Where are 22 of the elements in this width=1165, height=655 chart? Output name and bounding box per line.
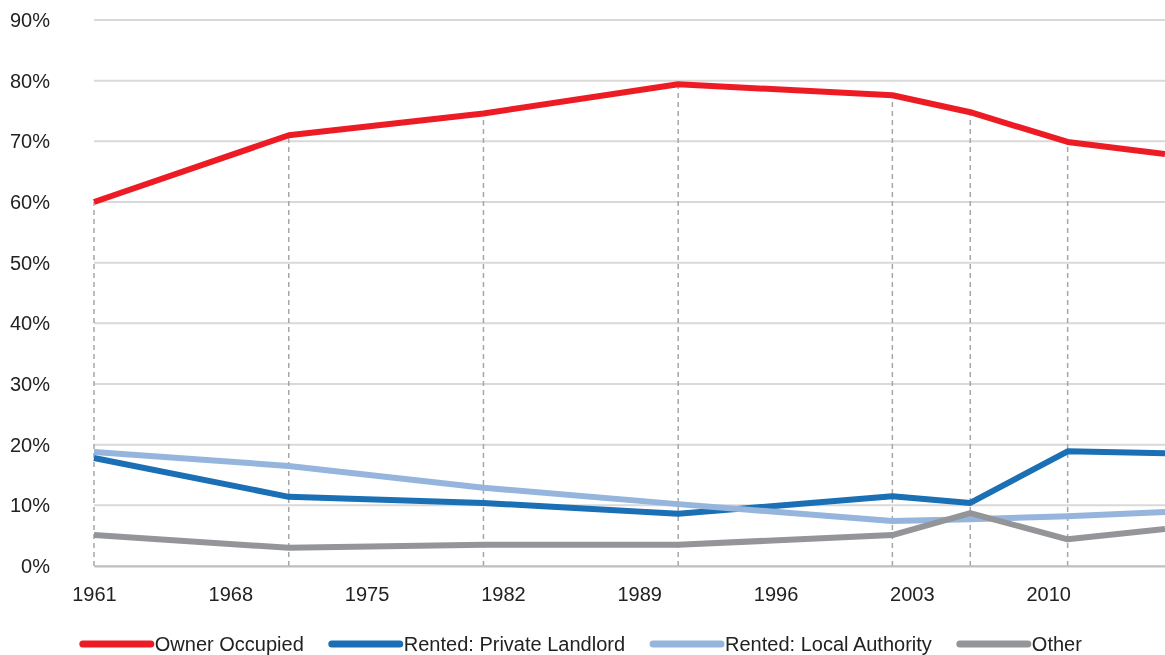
x-tick-label: 1989 bbox=[617, 583, 662, 605]
x-tick-label: 1968 bbox=[208, 583, 254, 605]
x-tick-label: 1975 bbox=[344, 583, 390, 605]
y-tick-label: 80% bbox=[9, 69, 51, 92]
x-tick-label: 1961 bbox=[72, 583, 117, 605]
x-tick-label: 1982 bbox=[481, 583, 526, 605]
x-tick-label: 2003 bbox=[890, 583, 935, 605]
y-tick-label: 10% bbox=[9, 494, 51, 517]
legend-label: Owner Occupied bbox=[154, 633, 304, 655]
x-tick-label: 2010 bbox=[1026, 583, 1071, 605]
legend-label: Rented: Local Authority bbox=[725, 633, 932, 655]
x-tick-label: 1996 bbox=[753, 583, 799, 605]
y-tick-label: 30% bbox=[9, 372, 51, 395]
y-tick-label: 50% bbox=[9, 251, 51, 274]
y-tick-label: 70% bbox=[9, 130, 51, 153]
legend-label: Other bbox=[1031, 633, 1083, 655]
y-tick-label: 60% bbox=[9, 190, 51, 213]
y-tick-label: 0% bbox=[21, 554, 51, 577]
legend-label: Rented: Private Landlord bbox=[403, 633, 626, 655]
y-tick-label: 90% bbox=[9, 8, 51, 31]
y-tick-label: 40% bbox=[9, 312, 51, 335]
y-tick-label: 20% bbox=[9, 433, 51, 456]
